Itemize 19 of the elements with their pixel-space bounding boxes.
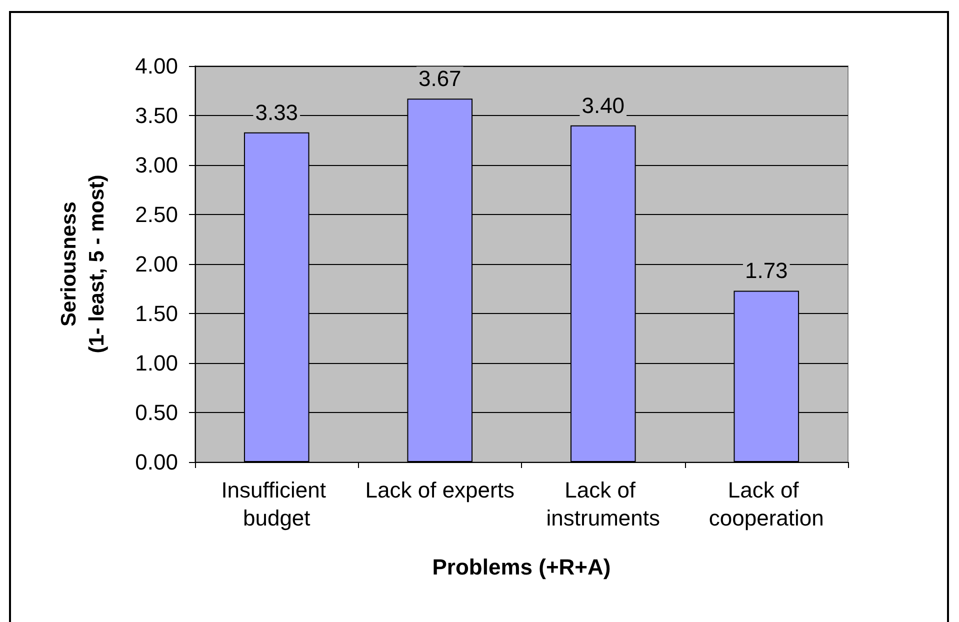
data-label: 3.67 [418,66,462,92]
x-tick-label: Insufficient budget [221,478,332,530]
x-tick-label: Lack of instruments [546,478,660,530]
y-tick-label: 0.00 [135,450,178,474]
y-axis-title: Seriousness (1- least, 5 - most) [58,174,108,354]
x-axis-title: Problems (+R+A) [432,554,611,580]
y-tick-label: 2.00 [135,252,178,276]
y-tick-label: 3.00 [135,152,178,178]
y-tick-label: 1.50 [135,301,178,326]
data-label: 3.40 [582,92,625,118]
x-tick-label: Lack of cooperation [708,478,824,530]
y-tick-label: 3.50 [135,103,178,128]
y-tick-label: 0.50 [135,400,178,425]
x-tick-label: Lack of experts [365,478,514,502]
data-label: 1.73 [744,258,788,284]
data-label: 3.33 [255,100,298,125]
y-tick-label: 4.00 [135,54,178,78]
y-tick-label: 1.00 [135,350,178,376]
y-tick-label: 2.50 [135,202,178,227]
